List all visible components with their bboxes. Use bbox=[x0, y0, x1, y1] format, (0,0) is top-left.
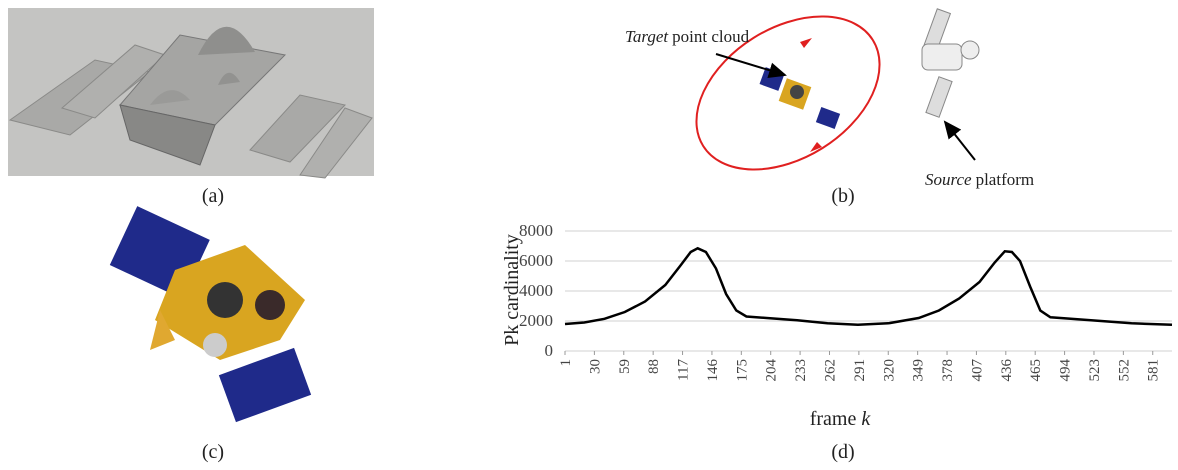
caption: (b) bbox=[831, 185, 854, 207]
panel-c-image bbox=[110, 206, 311, 422]
x-tick-label: 581 bbox=[1146, 359, 1162, 382]
x-tick-label: 378 bbox=[940, 359, 956, 382]
x-tick-label: 204 bbox=[764, 359, 780, 382]
caption: (d) bbox=[831, 441, 854, 463]
figure: (a) Targetpoint cloud Sourceplatform (b)… bbox=[0, 0, 1178, 470]
y-tick-label: 2000 bbox=[519, 311, 553, 330]
x-tick-label: 291 bbox=[852, 359, 868, 382]
x-tick-label: 523 bbox=[1087, 359, 1103, 382]
x-tick-label: 175 bbox=[734, 359, 750, 382]
data-line bbox=[565, 248, 1172, 324]
y-tick-label: 8000 bbox=[519, 221, 553, 240]
source-emphasis: Source bbox=[925, 170, 972, 189]
y-tick-label: 4000 bbox=[519, 281, 553, 300]
y-tick-label: 6000 bbox=[519, 251, 553, 270]
caption: (a) bbox=[202, 185, 224, 207]
x-tick-label: 146 bbox=[705, 359, 721, 382]
page: (a) Targetpoint cloud Sourceplatform (b)… bbox=[0, 0, 1178, 470]
x-tick-label: 59 bbox=[617, 359, 633, 374]
x-tick-label: 1 bbox=[558, 359, 574, 367]
x-axis-label-var: k bbox=[861, 408, 871, 430]
caption: (c) bbox=[202, 441, 224, 463]
target-emphasis: Target bbox=[625, 27, 669, 46]
x-tick-label: 436 bbox=[999, 359, 1015, 382]
x-tick-label: 233 bbox=[793, 359, 809, 382]
y-tick-label: 0 bbox=[545, 341, 554, 360]
x-tick-label: 494 bbox=[1058, 359, 1074, 382]
source-text: platform bbox=[976, 170, 1035, 189]
x-tick-label: 465 bbox=[1028, 359, 1044, 382]
x-tick-label: 30 bbox=[587, 359, 603, 374]
target-text: point cloud bbox=[672, 27, 749, 46]
x-tick-label: 407 bbox=[969, 359, 985, 382]
x-axis-label-text: frame bbox=[810, 408, 857, 430]
x-tick-label: 117 bbox=[676, 359, 692, 381]
x-tick-label: 320 bbox=[881, 359, 897, 382]
panel-a-image bbox=[8, 8, 374, 178]
x-tick-label: 349 bbox=[911, 359, 927, 382]
x-tick-label: 552 bbox=[1116, 359, 1132, 382]
x-tick-label: 262 bbox=[822, 359, 838, 382]
x-tick-label: 88 bbox=[646, 359, 662, 374]
